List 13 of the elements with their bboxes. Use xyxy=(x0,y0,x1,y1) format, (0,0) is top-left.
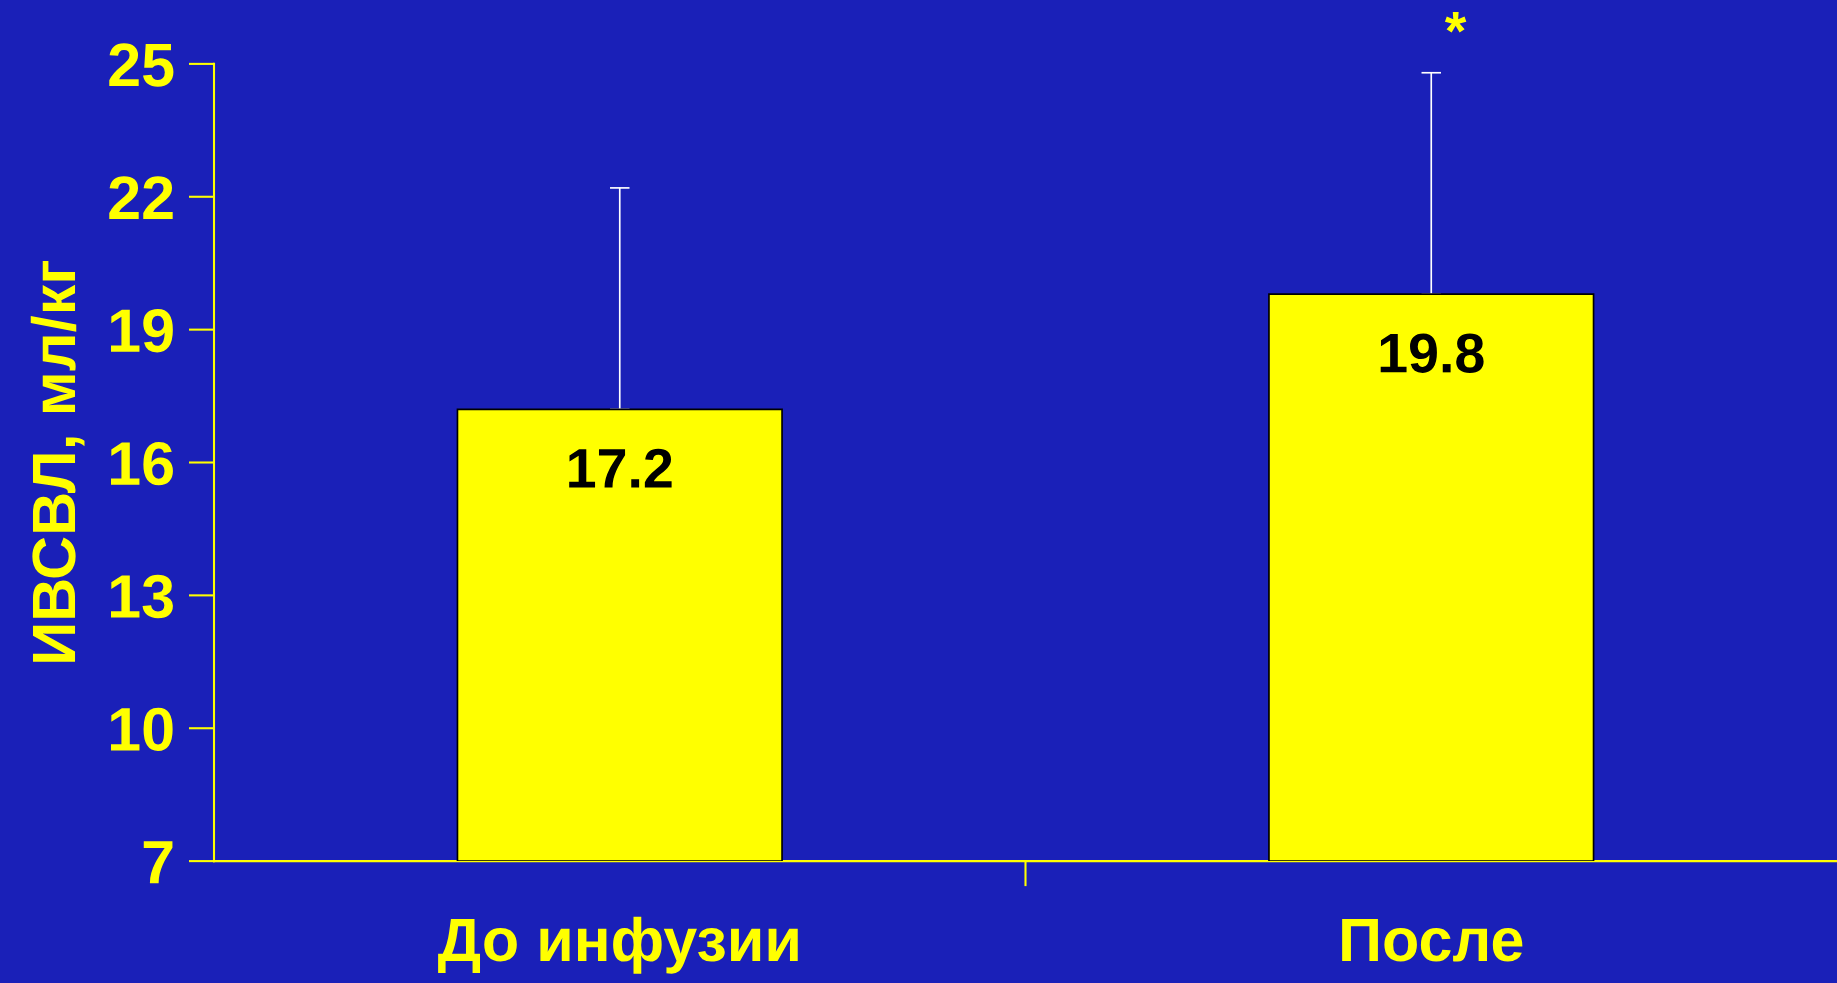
y-tick-label: 22 xyxy=(109,176,173,219)
y-tick-label: 25 xyxy=(109,43,174,87)
annotation: * xyxy=(1444,11,1467,33)
y-tick-label: 7 xyxy=(143,841,173,884)
y-tick-label: 16 xyxy=(111,441,173,486)
x-tick-label: До инфузии xyxy=(438,916,798,974)
y-tick-label: 19 xyxy=(111,309,173,353)
data-label: 17.2 xyxy=(569,448,672,488)
y-tick-label: 10 xyxy=(111,707,173,751)
x-tick-label: После xyxy=(1342,918,1523,962)
data-label: 19.8 xyxy=(1380,333,1484,373)
y-tick-label: 13 xyxy=(111,574,173,619)
y-axis-title: ИВСВЛ, мл/кг xyxy=(30,260,85,662)
